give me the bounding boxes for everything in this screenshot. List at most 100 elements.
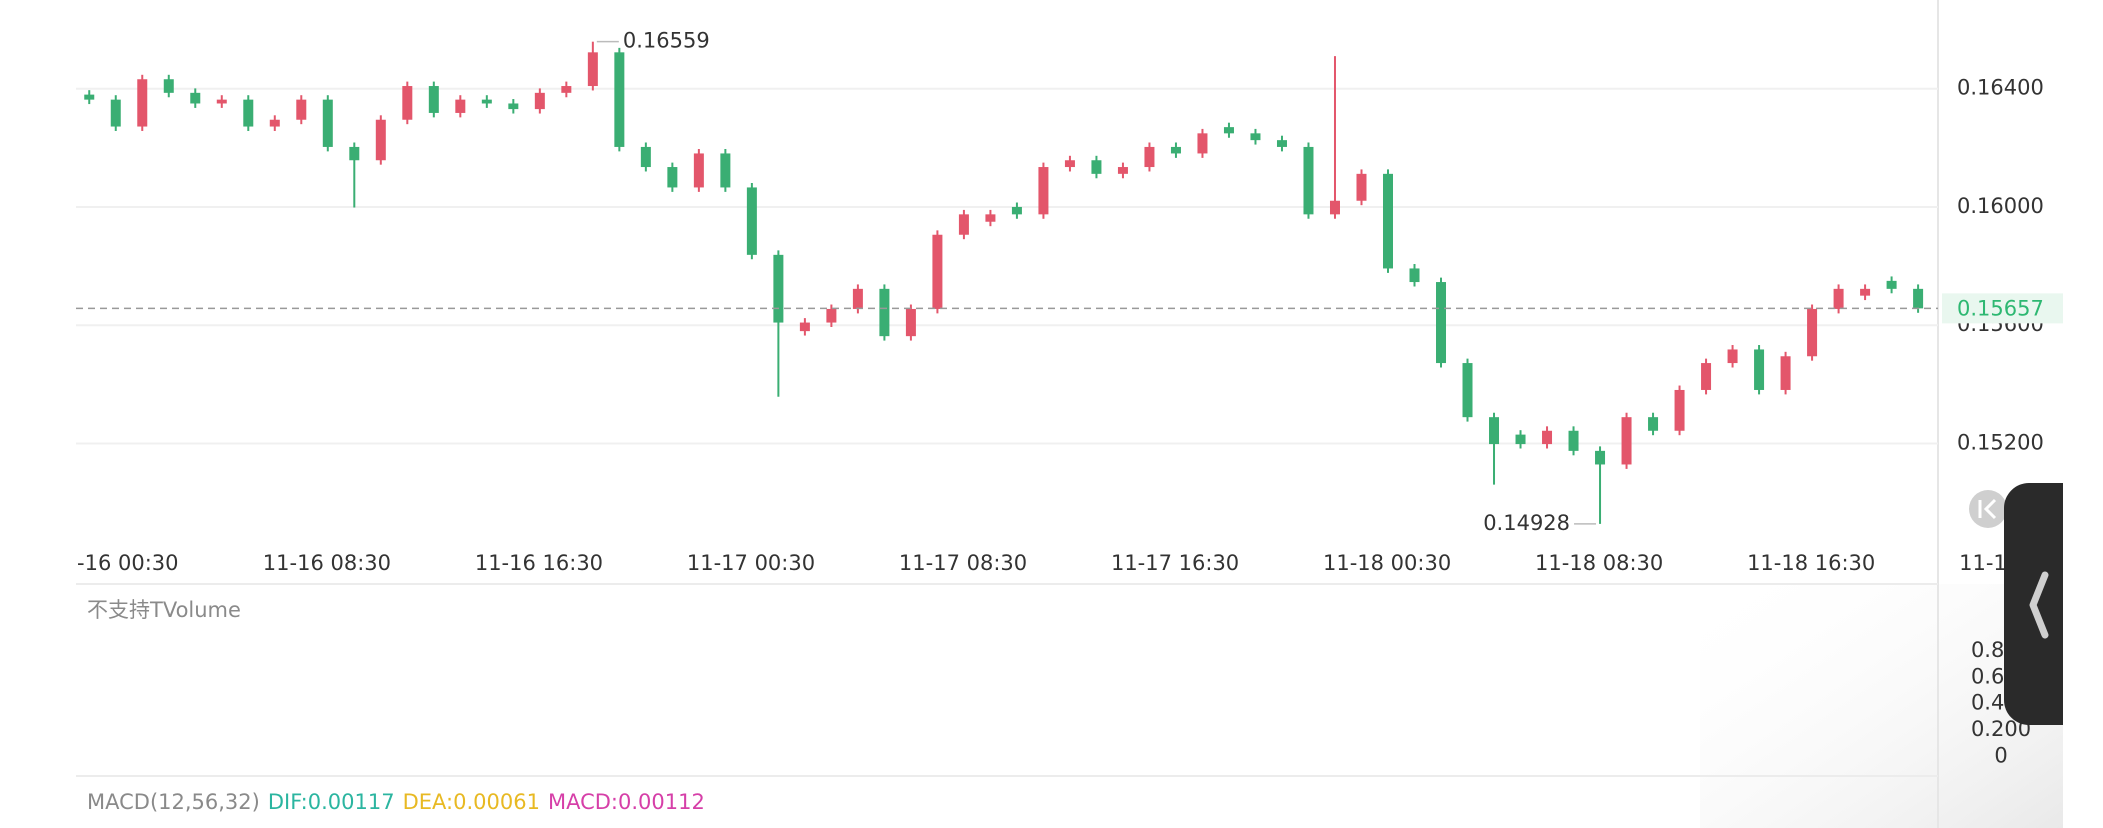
macd-value: MACD:0.00112	[548, 790, 705, 814]
candle-body	[296, 99, 307, 120]
candle-body	[269, 119, 280, 127]
candle-body	[1701, 363, 1712, 390]
candle-body	[1674, 389, 1685, 431]
candle-body	[799, 322, 810, 332]
candle-body	[1250, 133, 1261, 141]
x-tick-label: 11-16 08:30	[263, 551, 391, 575]
candle-body	[1462, 363, 1473, 418]
candle-body	[667, 167, 678, 188]
candle-body	[1595, 450, 1606, 465]
candle-body	[243, 99, 254, 127]
candle-body	[402, 86, 413, 120]
x-tick-label: 11-18 08:30	[1535, 551, 1663, 575]
x-tick-label: 11-17 08:30	[899, 551, 1027, 575]
candle-body	[508, 103, 519, 110]
candle-body	[1886, 280, 1897, 289]
macd-dif: DIF:0.00117	[268, 790, 395, 814]
candle-body	[1621, 417, 1632, 465]
candle-body	[1303, 146, 1314, 215]
candle-body	[1542, 430, 1553, 445]
y-tick-label: 0.15200	[1957, 430, 2044, 454]
candle-body	[1727, 349, 1738, 364]
candle-body	[428, 86, 439, 113]
x-tick-label: 11-17 16:30	[1111, 551, 1239, 575]
candle-body	[1276, 140, 1287, 147]
candle-body	[1860, 288, 1871, 296]
candle-body	[1091, 160, 1102, 174]
candle-body	[879, 288, 890, 337]
candle-body	[84, 94, 95, 100]
candle-body	[1648, 417, 1659, 431]
last-price-label: 0.15657	[1957, 296, 2044, 320]
max-label: 0.16559	[623, 29, 710, 53]
candle-body	[561, 86, 572, 93]
candle-body	[1356, 173, 1367, 201]
candle-body	[137, 79, 148, 127]
candle-body	[985, 214, 996, 222]
candle-body	[746, 187, 757, 255]
candle-body	[1011, 206, 1022, 215]
candle-body	[110, 99, 121, 127]
candle-body	[163, 79, 174, 93]
candle-body	[1807, 308, 1818, 357]
candle-body	[1913, 288, 1924, 309]
candle-body	[1064, 160, 1075, 168]
candle-body	[1515, 434, 1526, 445]
candle-body	[322, 99, 333, 147]
scroll-button[interactable]	[1969, 490, 2007, 528]
volume-title: 不支持TVolume	[87, 598, 241, 622]
candle-body	[534, 92, 545, 110]
y-tick-label: 0.16400	[1957, 76, 2044, 100]
macd-name: MACD(12,56,32)	[87, 790, 260, 814]
candle-body	[481, 99, 492, 104]
macd-dea: DEA:0.00061	[403, 790, 540, 814]
candle-body	[614, 52, 625, 147]
candle-body	[1436, 282, 1447, 364]
candle-body	[932, 234, 943, 309]
volume-tick-label: 0	[1994, 743, 2007, 767]
candle-body	[349, 146, 360, 161]
candle-body	[640, 146, 651, 168]
candle-body	[1754, 349, 1765, 390]
candle-body	[1780, 356, 1791, 390]
scroll-icon	[1978, 498, 1997, 520]
candle-body	[1038, 167, 1049, 215]
candle-body	[1382, 173, 1393, 269]
candle-body	[1489, 417, 1500, 445]
x-tick-label: 11-16 16:30	[475, 551, 603, 575]
candle-body	[1197, 133, 1208, 154]
candle-body	[1170, 146, 1181, 154]
candle-body	[773, 254, 784, 323]
candle-body	[693, 153, 704, 188]
macd-legend: MACD(12,56,32) DIF:0.00117 DEA:0.00061 MACD…	[87, 790, 705, 814]
candle-body	[587, 52, 598, 87]
y-tick-label: 0.16000	[1957, 194, 2044, 218]
candles	[84, 41, 1924, 524]
candle-body	[905, 308, 916, 337]
candle-body	[720, 153, 731, 188]
x-tick-label: 11-18 16:30	[1747, 551, 1875, 575]
candle-body	[1409, 268, 1420, 283]
grid	[76, 87, 1938, 445]
fade-overlay	[1700, 584, 2063, 828]
candle-body	[1144, 146, 1155, 168]
x-tick-label: -16 00:30	[77, 551, 179, 575]
candle-body	[190, 92, 201, 104]
side-tab[interactable]	[2004, 483, 2063, 725]
x-tick-label: 11-18 00:30	[1323, 551, 1451, 575]
candle-body	[1117, 167, 1128, 174]
candle-body	[958, 214, 969, 235]
candle-body	[1833, 288, 1844, 309]
last-price-tag	[1942, 293, 2063, 324]
candle-body	[852, 288, 863, 309]
candle-body	[375, 119, 386, 161]
candle-body	[826, 308, 837, 323]
candle-body	[1223, 127, 1234, 134]
candle-body	[1329, 200, 1340, 215]
candle-body	[1568, 430, 1579, 451]
candle-body	[216, 99, 227, 104]
candle-body	[455, 99, 466, 113]
